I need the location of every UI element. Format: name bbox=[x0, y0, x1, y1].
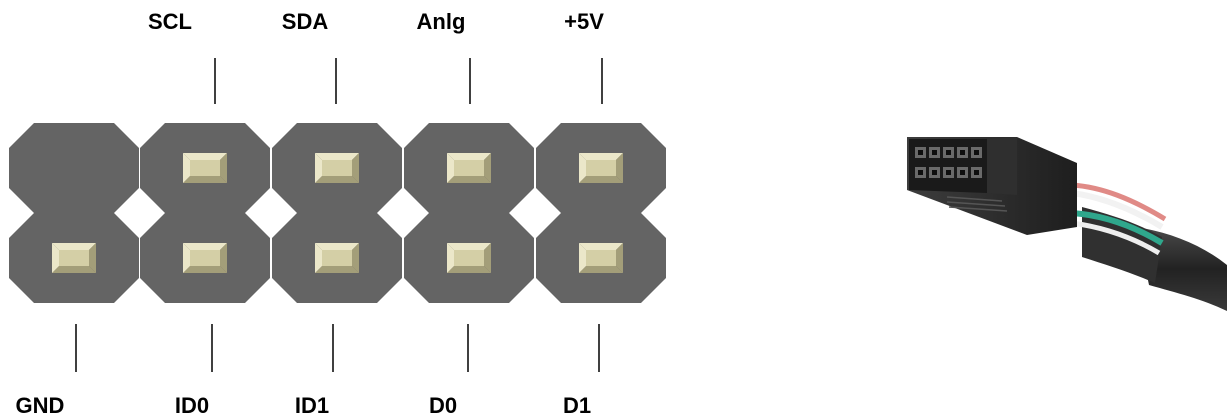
pad-bottom-5 bbox=[579, 243, 623, 273]
connector-photo-icon bbox=[907, 137, 1227, 311]
pad-top-4 bbox=[447, 153, 491, 183]
connector-side bbox=[987, 137, 1017, 195]
top-label-anlg: Anlg bbox=[417, 9, 466, 34]
pad-bottom-4 bbox=[447, 243, 491, 273]
pin-pads bbox=[52, 153, 623, 273]
bottom-label-d0: D0 bbox=[429, 393, 457, 417]
leader-lines bbox=[75, 58, 603, 372]
bottom-label-gnd: GND bbox=[16, 393, 65, 417]
bottom-label-d1: D1 bbox=[563, 393, 591, 417]
wire-red bbox=[1071, 182, 1167, 222]
pad-bottom-1 bbox=[52, 243, 96, 273]
bottom-label-id0: ID0 bbox=[175, 393, 209, 417]
pad-bottom-3 bbox=[315, 243, 359, 273]
pad-bottom-2 bbox=[183, 243, 227, 273]
header-body bbox=[9, 123, 666, 303]
top-label-5v: +5V bbox=[564, 9, 604, 34]
wire-white-2 bbox=[1071, 220, 1161, 256]
pad-top-2 bbox=[183, 153, 227, 183]
header-cell-r1-c1 bbox=[9, 123, 139, 213]
pad-top-5 bbox=[579, 153, 623, 183]
bottom-label-id1: ID1 bbox=[295, 393, 329, 417]
wire-green bbox=[1071, 210, 1164, 246]
pad-top-3 bbox=[315, 153, 359, 183]
top-label-sda: SDA bbox=[282, 9, 329, 34]
wire-white bbox=[1071, 190, 1164, 230]
cable-jacket-inner bbox=[1082, 207, 1162, 283]
pinout-diagram: SCL SDA Anlg +5V GND ID0 ID1 D0 D1 bbox=[9, 9, 666, 417]
top-label-scl: SCL bbox=[148, 9, 192, 34]
